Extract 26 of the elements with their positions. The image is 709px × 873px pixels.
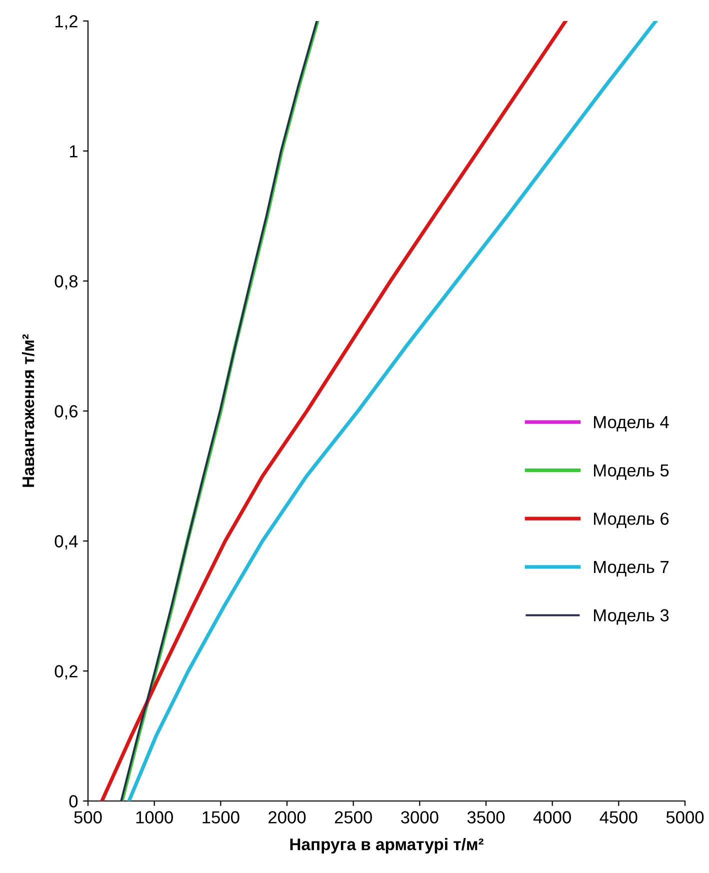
x-tick-label: 5000	[666, 811, 704, 824]
y-tick-label: 1	[70, 145, 78, 158]
y-tick-label: 1,2	[55, 15, 78, 30]
x-tick-label: 4000	[533, 811, 571, 824]
line-series	[127, 21, 658, 801]
x-tick-label: 2500	[334, 811, 372, 824]
line-series	[100, 21, 568, 801]
y-tick-label: 0	[69, 795, 78, 808]
x-axis-title: Напруга в арматурі т/м²	[290, 838, 484, 854]
y-axis-title: Навантаження т/м²	[22, 334, 34, 487]
x-tick-label: 1500	[202, 811, 240, 824]
legend-label: Модель 5	[594, 464, 669, 480]
legend-label: Модель 7	[594, 561, 669, 576]
y-tick-label: 0,4	[54, 535, 78, 550]
y-tick-label: 0,6	[54, 405, 78, 420]
x-tick-label: 1000	[136, 811, 173, 824]
x-tick-label: 2000	[268, 811, 306, 824]
y-tick-label: 0,2	[54, 665, 78, 680]
x-tick-label: 3500	[467, 811, 505, 824]
y-tick-label: 0,8	[54, 275, 78, 290]
legend-label: Модель 4	[594, 416, 669, 432]
legend-label: Модель 3	[594, 609, 669, 625]
legend-label: Модель 6	[594, 512, 669, 528]
x-tick-label: 500	[74, 811, 102, 824]
x-tick-label: 3000	[401, 811, 438, 824]
x-tick-label: 4500	[600, 811, 638, 824]
